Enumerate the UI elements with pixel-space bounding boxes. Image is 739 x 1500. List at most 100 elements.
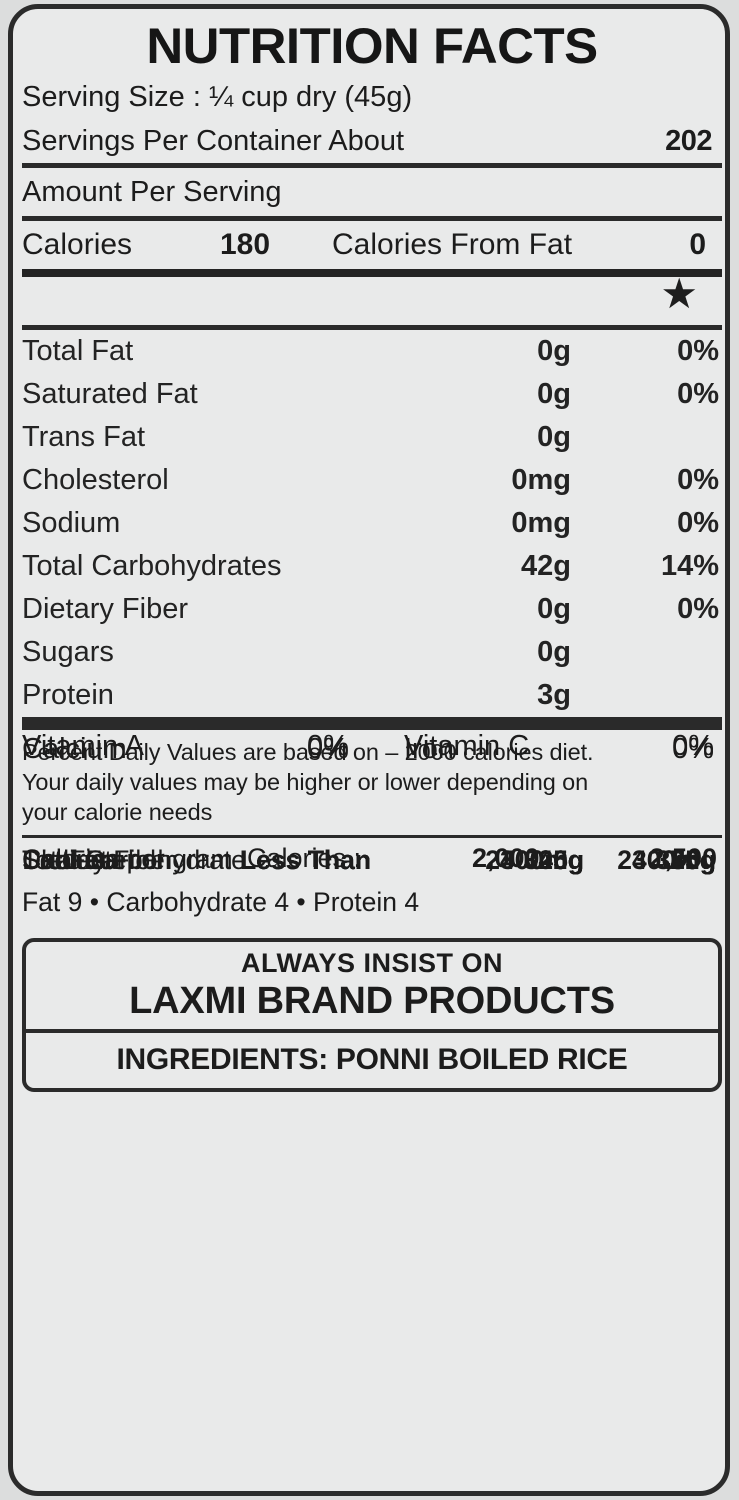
star-icon: ★ [660,270,698,317]
label-content: NUTRITION FACTS Serving Size : ¼ cup dry… [22,11,722,1491]
reference-comparator: Less Than [240,845,372,875]
reference-value-2000: 2400mg [485,845,584,875]
footnote-line: your calorie needs [22,799,213,825]
divider-between-vitamins [22,722,722,725]
servings-per-container-row: Servings Per Container About 202 [22,119,722,163]
servings-per-container-value: 202 [665,125,712,157]
reference-name: Total Carbohydrate [22,845,246,875]
calories-value: 180 [220,228,271,261]
divider-above-calories [22,216,722,221]
reference-value-2500: 30g [670,845,716,875]
table-row: Protein 3g [22,674,722,717]
daily-value-header-row: ★ [22,273,722,325]
nutrient-daily-value: 0% [677,507,719,539]
calories-per-gram-detail: Fat 9 • Carbohydrate 4 • Protein 4 [22,887,420,917]
nutrient-daily-value: 0% [677,378,719,410]
calories-from-fat-label: Calories From Fat [332,228,573,261]
nutrition-facts-label: NUTRITION FACTS Serving Size : ¼ cup dry… [8,4,730,1496]
reference-value-2000: 45g [538,845,584,875]
nutrient-list: Total Fat 0g 0% Saturated Fat 0g 0% Tran… [22,330,722,717]
reference-value-2500: 80g [670,845,716,875]
serving-size-separator: : [192,81,201,113]
nutrient-daily-value: 14% [660,550,719,582]
page-title: NUTRITION FACTS [146,18,598,74]
reference-value-2500: 300mg [632,845,716,875]
iron-label: Iron [404,733,454,765]
table-row: Sugars 0g [22,631,722,674]
footnote-line: Percent Daily Values are based on – 2000… [22,739,594,765]
nutrient-daily-value: 0% [677,464,719,496]
reference-comparator: Less Than [240,845,372,875]
nutrient-daily-value: 0% [677,593,719,625]
reference-col-b-header: 2,500 [649,843,717,873]
footnote-line: Your daily values may be higher or lower… [22,769,589,795]
border-wear-mask [639,9,725,29]
reference-name: Total Fat [22,845,124,875]
nutrient-amount: 0g [537,335,571,367]
reference-comparator: Less Than [240,845,372,875]
table-row: Dietary Fiber 0g 0% [22,588,722,631]
table-row: Saturated Fat 0g 0% [22,373,722,416]
reference-col-a-header: 2,000 [472,843,540,873]
nutrient-amount: 0g [537,636,571,668]
calories-from-fat-value: 0 [689,228,706,261]
reference-value-2500: 375g [655,845,716,875]
calcium-value: 0% [307,733,349,765]
nutrient-name: Sugars [22,636,114,668]
reference-value-2000: 25g [538,845,584,875]
table-row: Total Carbohydrates 42g 14% [22,545,722,588]
vitamin-a-label: Vitamin A [22,730,144,762]
reference-value-2500: 2400mg [617,845,716,875]
reference-calories-label: Calories : [247,843,362,873]
ingredients-text: INGREDIENTS: PONNI BOILED RICE [116,1043,628,1076]
calcium-label: Calcium [22,733,127,765]
serving-size-row: Serving Size : ¼ cup dry (45g) [22,75,722,119]
nutrient-name: Dietary Fiber [22,593,188,625]
iron-value: 0% [672,733,714,765]
nutrient-name: Saturated Fat [22,378,198,410]
calories-row: Calories 180 Calories From Fat 0 [22,221,722,269]
reference-value-2500: 25g [670,845,716,875]
nutrient-amount: 3g [537,679,571,711]
table-row: Trans Fat 0g [22,416,722,459]
nutrient-name: Trans Fat [22,421,146,453]
divider-above-reference-table [22,835,722,838]
divider-above-amount [22,163,722,168]
nutrient-amount: 42g [521,550,571,582]
serving-size-value: ¼ cup dry (45g) [209,81,413,113]
nutrient-amount: 0mg [511,464,571,496]
nutrient-amount: 0mg [511,507,571,539]
reference-value-2000: 300g [523,845,584,875]
calories-label: Calories [22,228,133,261]
nutrient-name: Total Carbohydrates [22,550,282,582]
table-row: Cholesterol 0mg 0% [22,459,722,502]
footnote-text: Percent Daily Values are based on – 2000… [22,737,722,827]
nutrient-daily-value: 0% [677,335,719,367]
vitamin-c-value: 0% [672,730,714,762]
amount-per-serving-label: Amount Per Serving [22,176,282,208]
calories-per-gram-title: Calories per gram [22,844,233,874]
nutrient-name: Total Fat [22,335,134,367]
table-row: Sodium 0mg 0% [22,502,722,545]
brand-tagline: ALWAYS INSIST ON [240,948,504,978]
nutrient-name: Protein [22,679,114,711]
reference-value-2000: 20g [538,845,584,875]
divider-above-footnote [22,725,722,730]
reference-name: Dietary Fiber [22,845,174,875]
reference-name: Sodium [22,845,112,875]
brand-box: ALWAYS INSIST ON LAXMI BRAND PRODUCTS IN… [22,938,722,1092]
nutrient-amount: 0g [537,593,571,625]
reference-name: Sat Fat [22,845,108,875]
servings-per-container-label: Servings Per Container About [22,125,405,157]
vitamin-c-label: Vitamin C [404,730,530,762]
divider-below-calories [22,269,722,277]
brand-name: LAXMI BRAND PRODUCTS [129,980,615,1022]
vitamin-a-value: 0% [307,730,349,762]
table-row: Total Fat 0g 0% [22,330,722,373]
divider-above-nutrients [22,325,722,330]
divider-above-vitamins [22,717,722,722]
nutrient-amount: 0g [537,378,571,410]
brand-box-divider [26,1029,718,1033]
nutrient-amount: 0g [537,421,571,453]
serving-size-label: Serving Size [22,81,185,113]
